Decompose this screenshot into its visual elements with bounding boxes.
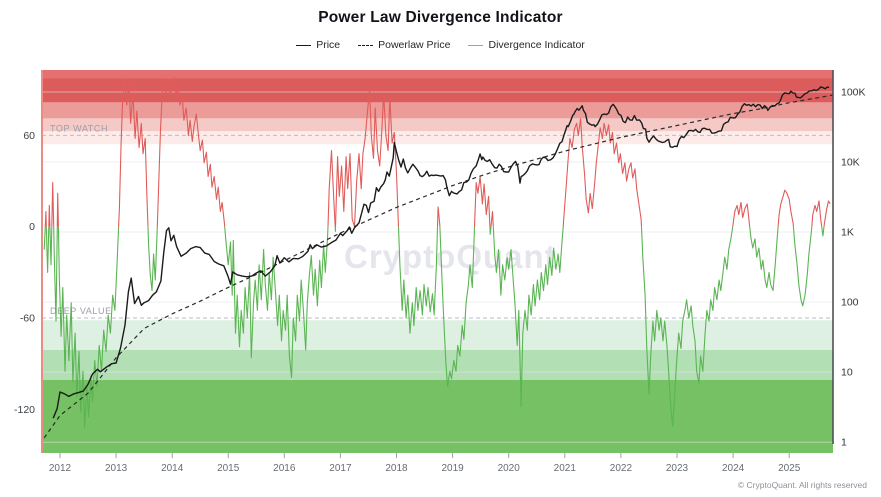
x-axis-label: 2018 — [385, 463, 408, 474]
right-axis-tick-label: 1 — [841, 437, 847, 449]
divergence-line-segment — [489, 226, 492, 235]
x-axis-label: 2012 — [49, 463, 72, 474]
powerlaw-line — [43, 94, 833, 439]
powerlaw-line-swatch-icon — [358, 44, 374, 46]
divergence-line-segment — [45, 226, 50, 273]
cryptoquant-watermark: CryptoQuant — [344, 238, 557, 275]
zone-band — [42, 350, 833, 380]
zone-band — [42, 118, 833, 132]
right-axis-tick-label: 100 — [841, 297, 859, 309]
legend-label: Divergence Indicator — [488, 39, 585, 51]
divergence-line-segment — [439, 226, 476, 388]
divergence-line-segment — [48, 204, 51, 227]
threshold-label: TOP WATCH — [50, 123, 108, 133]
x-axis-label: 2019 — [441, 463, 464, 474]
divergence-line-segment — [224, 226, 329, 378]
x-axis-label: 2020 — [498, 463, 521, 474]
divergence-line-segment — [492, 226, 564, 407]
right-axis-tick-label: 10K — [841, 157, 860, 169]
copyright-notice: © CryptoQuant. All rights reserved — [737, 480, 867, 490]
divergence-line-segment — [749, 226, 779, 292]
divergence-line-swatch-icon — [468, 44, 484, 46]
divergence-line-segment — [640, 226, 734, 427]
legend-item-divergence-indicator[interactable]: Divergence Indicator — [468, 39, 585, 51]
divergence-line-segment — [562, 118, 643, 227]
legend-label: Price — [316, 39, 341, 51]
divergence-line-segment — [823, 200, 831, 227]
right-axis-tick-label: 10 — [841, 367, 853, 379]
x-axis-label: 2022 — [610, 463, 633, 474]
zone-band — [42, 380, 833, 453]
chart-legend: Price Powerlaw Price Divergence Indicato… — [0, 39, 881, 51]
zone-band — [42, 102, 833, 119]
x-axis-label: 2024 — [722, 463, 745, 474]
divergence-line-segment — [49, 226, 53, 266]
divergence-line-segment — [811, 200, 823, 227]
divergence-line-segment — [56, 192, 59, 227]
right-axis-tick-label: 100K — [841, 87, 866, 99]
divergence-line-segment — [792, 226, 813, 307]
divergence-line-segment — [118, 78, 149, 227]
legend-item-powerlaw-price[interactable]: Powerlaw Price — [358, 39, 450, 51]
left-axis-tick-label: -60 — [20, 313, 35, 325]
divergence-line-segment — [147, 226, 158, 292]
x-axis-label: 2023 — [666, 463, 689, 474]
divergence-line-segment — [436, 206, 441, 227]
legend-label: Powerlaw Price — [378, 39, 451, 51]
left-axis-tick-label: 0 — [29, 221, 35, 233]
divergence-line-segment — [44, 210, 47, 227]
divergence-line-segment — [473, 175, 491, 227]
divergence-line-segment — [156, 77, 226, 227]
divergence-line-segment — [732, 201, 751, 227]
right-axis-tick-label: 1K — [841, 227, 854, 239]
x-axis-label: 2014 — [161, 463, 184, 474]
divergence-line-segment — [53, 226, 58, 322]
divergence-line-segment — [334, 89, 400, 228]
x-axis-label: 2013 — [105, 463, 128, 474]
divergence-line-segment — [397, 226, 439, 334]
divergence-line-segment — [821, 226, 825, 237]
price-line — [52, 86, 830, 419]
x-axis-label: 2016 — [273, 463, 296, 474]
divergence-line-segment — [43, 226, 46, 250]
divergence-line-segment — [777, 189, 794, 227]
threshold-label: DEEP VALUE — [50, 306, 112, 316]
x-axis-label: 2017 — [329, 463, 352, 474]
page-title: Power Law Divergence Indicator — [318, 9, 563, 26]
legend-item-price[interactable]: Price — [296, 39, 340, 51]
price-line-swatch-icon — [296, 44, 312, 46]
zone-band — [42, 78, 833, 103]
left-axis-tick-label: -120 — [14, 404, 35, 416]
divergence-line-segment — [327, 150, 336, 227]
x-axis-label: 2025 — [778, 463, 801, 474]
divergence-line-segment — [51, 182, 55, 227]
divergence-line-segment — [490, 210, 494, 227]
zone-band — [42, 320, 833, 350]
left-axis-tick-label: 60 — [23, 130, 35, 142]
x-axis-label: 2021 — [554, 463, 577, 474]
zone-band — [42, 70, 833, 79]
x-axis-label: 2015 — [217, 463, 240, 474]
